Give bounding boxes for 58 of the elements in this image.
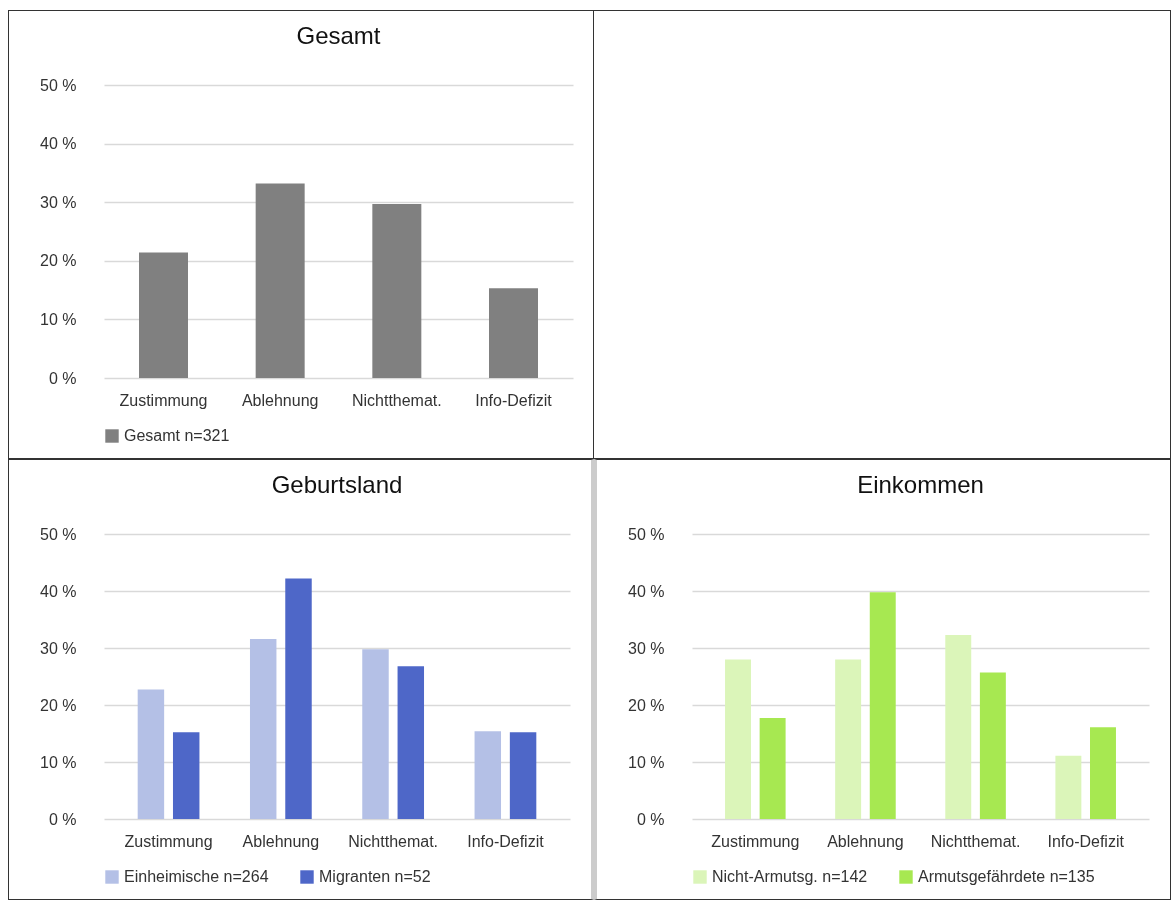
bar <box>362 649 389 819</box>
x-tick-label: Ablehnung <box>242 832 320 850</box>
y-tick-label: 10 % <box>40 310 77 328</box>
x-tick-label: Ablehnung <box>241 391 319 409</box>
x-tick-label: Nichtthemat. <box>351 391 442 409</box>
bar <box>869 592 896 819</box>
bar <box>979 672 1006 819</box>
bar <box>945 634 972 819</box>
y-tick-label: 0 % <box>48 369 77 387</box>
y-tick-label: 40 % <box>628 582 665 600</box>
y-tick-label: 50 % <box>628 525 665 543</box>
bar <box>249 638 277 819</box>
y-tick-label: 20 % <box>40 696 77 714</box>
x-tick-label: Nichtthemat. <box>348 832 439 850</box>
y-tick-label: 30 % <box>40 639 77 657</box>
bar <box>255 183 305 378</box>
y-tick-label: 50 % <box>40 525 77 543</box>
y-tick-label: 20 % <box>628 696 665 714</box>
x-tick-label: Info-Defizit <box>475 391 553 409</box>
y-tick-label: 40 % <box>40 582 77 600</box>
legend-label: Gesamt n=321 <box>124 427 230 444</box>
bar <box>509 732 537 819</box>
bar <box>474 731 502 819</box>
chart-title: Geburtsland <box>271 471 403 498</box>
bar <box>139 252 188 378</box>
x-tick-label: Zustimmung <box>711 832 800 850</box>
bar <box>1090 727 1116 819</box>
x-tick-label: Zustimmung <box>124 832 213 850</box>
legend-label: Nicht-Armutsg. n=142 <box>712 868 868 885</box>
bar <box>285 578 312 819</box>
y-tick-label: 0 % <box>48 810 77 828</box>
bar <box>137 689 165 819</box>
bar <box>397 666 425 819</box>
y-tick-label: 10 % <box>40 753 77 771</box>
y-tick-label: 40 % <box>40 135 77 153</box>
x-tick-label: Info-Defizit <box>467 832 545 850</box>
bar <box>489 288 538 378</box>
x-tick-label: Ablehnung <box>827 832 904 850</box>
bar <box>759 718 786 819</box>
x-tick-label: Zustimmung <box>119 391 208 409</box>
y-tick-label: 20 % <box>40 252 77 270</box>
chart-title: Gesamt <box>296 22 381 49</box>
y-tick-label: 30 % <box>628 639 665 657</box>
legend-label: Armutsgefährdete n=135 <box>918 868 1095 885</box>
y-tick-label: 30 % <box>40 193 77 211</box>
bar <box>372 203 422 378</box>
chart-title: Einkommen <box>857 471 984 498</box>
legend-label: Migranten n=52 <box>319 868 431 885</box>
bar <box>1055 755 1082 819</box>
y-tick-label: 0 % <box>636 810 665 828</box>
y-tick-label: 50 % <box>40 76 77 94</box>
y-tick-label: 10 % <box>628 753 665 771</box>
legend-label: Einheimische n=264 <box>124 868 269 885</box>
x-tick-label: Nichtthemat. <box>930 832 1021 850</box>
bar <box>835 659 862 819</box>
x-tick-label: Info-Defizit <box>1047 832 1125 850</box>
bar <box>172 732 200 819</box>
bar <box>725 659 751 819</box>
